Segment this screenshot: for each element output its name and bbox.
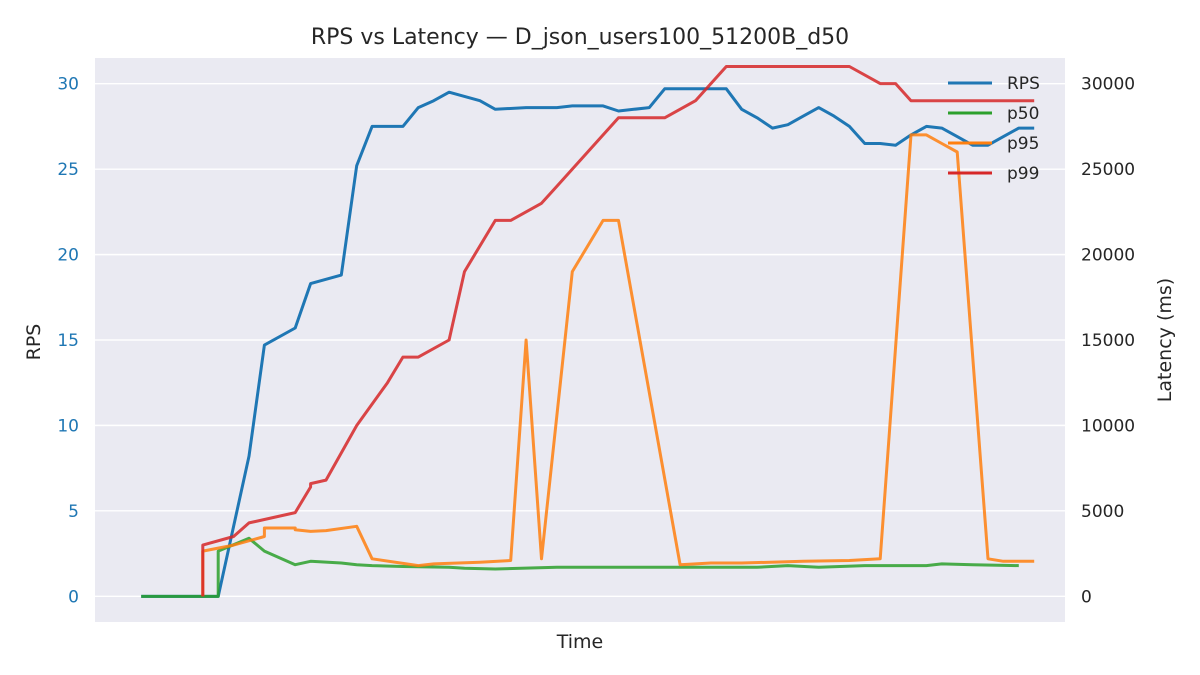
left-tick-label: 30 xyxy=(57,75,79,95)
right-tick-label: 20000 xyxy=(1081,246,1135,266)
right-tick-label: 5000 xyxy=(1081,502,1124,522)
left-tick-label: 5 xyxy=(68,502,79,522)
right-tick-label: 0 xyxy=(1081,587,1092,607)
series-layer xyxy=(141,65,1035,598)
x-axis-label: Time xyxy=(556,631,604,653)
left-tick-label: 0 xyxy=(68,587,79,607)
legend-label-rps: RPS xyxy=(1007,74,1040,94)
series-line-p99 xyxy=(201,65,1035,597)
legend: RPS p50 p95 p99 xyxy=(948,74,1040,184)
right-axis-ticks: 0 5000 10000 15000 20000 25000 30000 xyxy=(1081,75,1135,608)
right-tick-label: 30000 xyxy=(1081,75,1135,95)
right-y-axis-label: Latency (ms) xyxy=(1154,278,1176,402)
right-tick-label: 10000 xyxy=(1081,416,1135,436)
chart-title: RPS vs Latency — D_json_users100_51200B_… xyxy=(311,25,849,50)
legend-label-p50: p50 xyxy=(1007,104,1039,124)
right-tick-label: 15000 xyxy=(1081,331,1135,351)
left-y-axis-label: RPS xyxy=(23,324,45,361)
left-axis-ticks: 0 5 10 15 20 25 30 xyxy=(57,75,79,608)
legend-label-p99: p99 xyxy=(1007,164,1039,184)
left-tick-label: 10 xyxy=(57,416,79,436)
legend-label-p95: p95 xyxy=(1007,134,1039,154)
grid-lines xyxy=(95,82,1065,598)
right-tick-label: 25000 xyxy=(1081,160,1135,180)
series-line-p95 xyxy=(201,133,1035,597)
left-tick-label: 20 xyxy=(57,246,79,266)
left-tick-label: 25 xyxy=(57,160,79,180)
left-tick-label: 15 xyxy=(57,331,79,351)
